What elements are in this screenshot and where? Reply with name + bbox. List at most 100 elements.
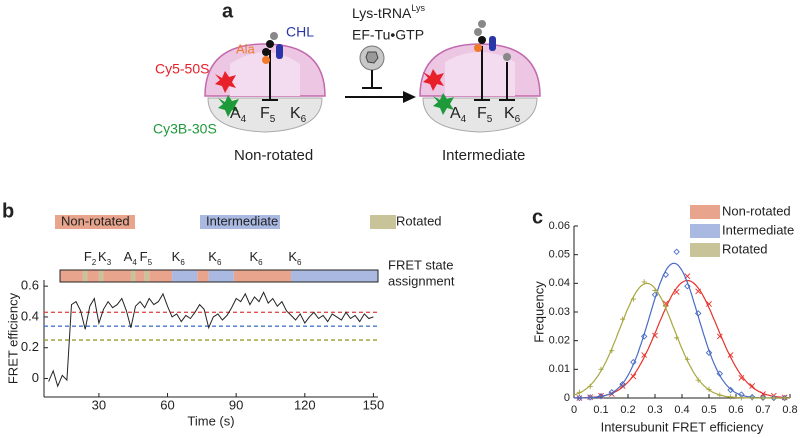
x-tick-label: 0.7 xyxy=(755,404,770,416)
ribosome-left xyxy=(204,32,326,133)
point xyxy=(727,352,734,358)
subscript: 6 xyxy=(258,258,263,267)
state-segment xyxy=(208,270,234,282)
point xyxy=(576,389,582,395)
event-label: K6 xyxy=(172,249,186,267)
point xyxy=(630,296,636,302)
letter: A xyxy=(124,249,133,264)
point xyxy=(684,356,690,362)
y-tick-label: 0.6 xyxy=(21,278,39,293)
state-bar-label: FRET state xyxy=(388,257,454,272)
x-tick-label: 0.4 xyxy=(674,404,689,416)
aa xyxy=(503,53,511,61)
y-tick-label: 0.2 xyxy=(21,339,39,354)
point xyxy=(749,383,756,389)
panel-label: a xyxy=(222,0,234,22)
y-tick-label: 0.02 xyxy=(549,335,570,347)
chl-label: CHL xyxy=(286,24,314,40)
point xyxy=(727,386,734,394)
trna-label: Lys-tRNALys xyxy=(352,3,426,20)
point xyxy=(738,395,744,401)
inhibitor-hex xyxy=(365,51,379,64)
x-tick-label: 0.3 xyxy=(647,404,662,416)
state-segment xyxy=(60,270,83,282)
state-bar-label: assignment xyxy=(388,273,455,288)
state-left: Non-rotated xyxy=(234,147,313,164)
subscript: 5 xyxy=(270,114,276,125)
site-label: K6 xyxy=(504,105,521,124)
state-segment xyxy=(291,270,378,282)
aa xyxy=(266,40,274,48)
aa xyxy=(478,36,486,44)
point xyxy=(609,348,615,354)
point xyxy=(749,395,755,401)
point xyxy=(641,352,648,358)
legend-swatch xyxy=(690,243,720,257)
subscript: 2 xyxy=(92,258,97,267)
fit-curve xyxy=(574,262,790,399)
x-tick-label: 30 xyxy=(92,397,106,412)
point xyxy=(586,394,594,401)
chl-mark xyxy=(276,44,283,59)
point xyxy=(673,289,680,295)
x-tick-label: 0.2 xyxy=(620,404,635,416)
sites-right: A4 F5 K6 xyxy=(450,105,521,124)
state-right: Intermediate xyxy=(442,147,525,164)
ala-dot xyxy=(474,44,482,52)
site-label: A4 xyxy=(230,105,247,124)
legend-label: Rotated xyxy=(396,213,442,228)
state-segment xyxy=(135,270,145,282)
site-label: A4 xyxy=(450,105,467,124)
cy3-star xyxy=(433,93,454,115)
letter: A xyxy=(230,105,241,122)
aa xyxy=(262,48,270,56)
panel-label: b xyxy=(2,200,14,222)
subscript: 6 xyxy=(297,258,302,267)
point xyxy=(684,282,691,290)
legend-swatch xyxy=(690,205,720,219)
letter: F xyxy=(477,105,487,122)
legend-swatch xyxy=(370,215,396,229)
x-tick-label: 60 xyxy=(160,397,174,412)
site-label: K6 xyxy=(290,105,307,124)
ala-dot xyxy=(262,56,270,64)
subscript: 6 xyxy=(217,258,222,267)
legend-swatch xyxy=(690,224,720,238)
letter: F xyxy=(260,105,270,122)
state-segment xyxy=(149,270,173,282)
y-tick-label: 0.05 xyxy=(549,249,570,261)
event-label: K6 xyxy=(288,249,302,267)
point xyxy=(663,303,669,309)
x-tick-label: 0.1 xyxy=(593,404,608,416)
aa xyxy=(478,20,486,28)
trna: Lys-tRNA xyxy=(352,5,412,21)
point xyxy=(760,391,766,397)
letter: K xyxy=(249,249,258,264)
point xyxy=(695,377,701,383)
subscript: 3 xyxy=(107,258,112,267)
y-tick-label: 0.03 xyxy=(549,306,570,318)
x-tick-label: 0.8 xyxy=(782,404,797,416)
point xyxy=(619,383,626,389)
point xyxy=(619,381,626,388)
legend-label: Non-rotated xyxy=(61,213,130,228)
state-segment xyxy=(172,270,198,282)
event-label: F5 xyxy=(140,249,153,267)
x-axis-label: Time (s) xyxy=(187,413,234,428)
aa xyxy=(270,32,278,40)
point xyxy=(706,386,712,392)
subscript: 4 xyxy=(132,258,137,267)
point xyxy=(674,335,680,341)
fit-curve xyxy=(574,279,791,399)
x-tick-label: 0 xyxy=(571,404,577,416)
point xyxy=(738,375,745,381)
point xyxy=(760,395,766,401)
letter: F xyxy=(140,249,148,264)
y-tick-label: 0.06 xyxy=(549,220,570,232)
letter: F xyxy=(84,249,92,264)
site-shade xyxy=(445,52,515,96)
y-axis-label: FRET efficiency xyxy=(5,292,20,384)
chart-c: c 0 0.01 0.02 0.03 0.04 0.05 0.06 0 0.1 0.2 0.3 0.4 0… xyxy=(531,203,797,434)
point xyxy=(782,395,788,401)
